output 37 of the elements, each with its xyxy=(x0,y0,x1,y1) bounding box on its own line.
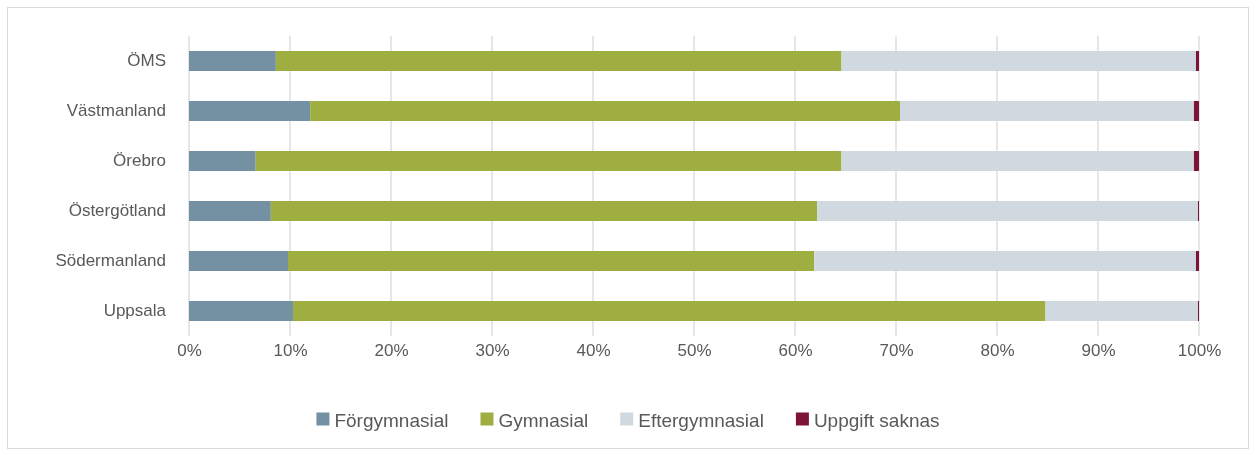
bar xyxy=(1193,151,1199,171)
bar xyxy=(189,251,288,271)
bar xyxy=(189,151,256,171)
y-tick-label: Södermanland xyxy=(55,251,166,271)
x-tick-label: 100% xyxy=(1177,341,1222,361)
bar xyxy=(255,151,842,171)
bar xyxy=(189,101,311,121)
bar xyxy=(1195,251,1199,271)
bar xyxy=(189,301,294,321)
bar xyxy=(189,51,276,71)
bar xyxy=(189,201,271,221)
bar xyxy=(1195,51,1199,71)
y-tick-label: Västmanland xyxy=(66,101,166,121)
y-tick-label: ÖMS xyxy=(127,51,166,71)
bar xyxy=(275,51,842,71)
x-tick-label: 70% xyxy=(879,341,914,361)
bar xyxy=(1193,101,1199,121)
x-tick-label: 20% xyxy=(374,341,409,361)
x-tick-label: 0% xyxy=(177,341,202,361)
legend-label: Förgymnasial xyxy=(334,409,449,431)
legend-label: Uppgift saknas xyxy=(813,409,940,431)
legend-label: Eftergymnasial xyxy=(638,409,764,431)
bar xyxy=(270,201,818,221)
y-tick-label: Örebro xyxy=(113,151,166,171)
y-tick-label: Östergötland xyxy=(68,201,166,221)
x-tick-label: 30% xyxy=(475,341,510,361)
x-tick-label: 60% xyxy=(778,341,813,361)
bar xyxy=(287,251,815,271)
y-tick-label: Uppsala xyxy=(103,301,167,321)
x-tick-label: 40% xyxy=(576,341,611,361)
x-tick-label: 10% xyxy=(273,341,308,361)
x-tick-label: 90% xyxy=(1081,341,1116,361)
legend-label: Gymnasial xyxy=(498,409,589,431)
bar xyxy=(310,101,901,121)
x-tick-label: 80% xyxy=(980,341,1015,361)
x-tick-label: 50% xyxy=(677,341,712,361)
bar xyxy=(293,301,1046,321)
